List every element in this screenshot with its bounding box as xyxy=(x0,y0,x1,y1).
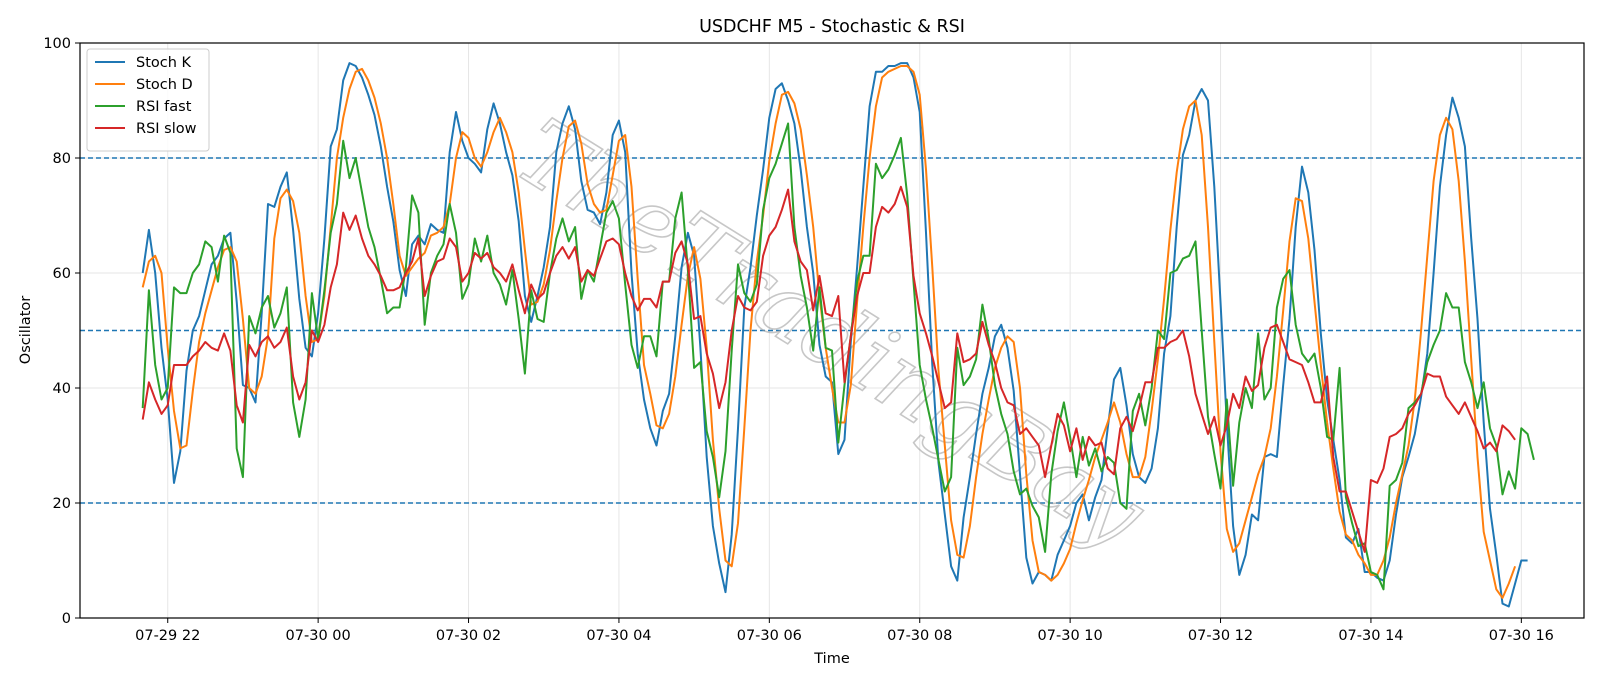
series-line-stoch-k xyxy=(141,62,1528,608)
y-tick-label: 20 xyxy=(53,496,71,512)
x-tick-label: 07-30 04 xyxy=(586,628,651,644)
x-tick-label: 07-29 22 xyxy=(135,628,200,644)
legend-label: RSI slow xyxy=(136,121,197,137)
x-tick-label: 07-30 06 xyxy=(737,628,802,644)
legend-label: Stoch D xyxy=(136,77,193,93)
y-axis-label: Oscillator xyxy=(18,296,34,364)
chart-title: USDCHF M5 - Stochastic & RSI xyxy=(699,17,965,37)
legend-label: Stoch K xyxy=(136,55,192,71)
y-tick-label: 80 xyxy=(53,151,71,167)
legend-box xyxy=(86,48,210,152)
x-tick-label: 07-30 00 xyxy=(286,628,351,644)
legend-label: RSI fast xyxy=(136,99,192,115)
y-tick-label: 60 xyxy=(53,266,71,282)
series-lines xyxy=(141,62,1535,608)
x-tick-label: 07-30 14 xyxy=(1338,628,1403,644)
series-line-rsi-fast xyxy=(141,122,1535,591)
x-tick-label: 07-30 16 xyxy=(1489,628,1554,644)
legend: Stoch K Stoch D RSI fast RSI slow xyxy=(86,48,210,152)
y-axis-ticks: 0 20 40 60 80 100 xyxy=(43,36,80,627)
x-axis-label: Time xyxy=(813,651,850,667)
x-tick-label: 07-30 08 xyxy=(887,628,952,644)
series-line-rsi-slow xyxy=(141,185,1516,553)
x-tick-label: 07-30 10 xyxy=(1038,628,1103,644)
x-axis-ticks: 07-29 22 07-30 00 07-30 02 07-30 04 07-30 06… xyxy=(135,618,1554,644)
x-tick-label: 07-30 12 xyxy=(1188,628,1253,644)
y-tick-label: 100 xyxy=(43,36,71,52)
y-tick-label: 40 xyxy=(53,381,71,397)
y-tick-label: 0 xyxy=(62,611,71,627)
plot-frame xyxy=(79,42,1585,619)
x-tick-label: 07-30 02 xyxy=(436,628,501,644)
